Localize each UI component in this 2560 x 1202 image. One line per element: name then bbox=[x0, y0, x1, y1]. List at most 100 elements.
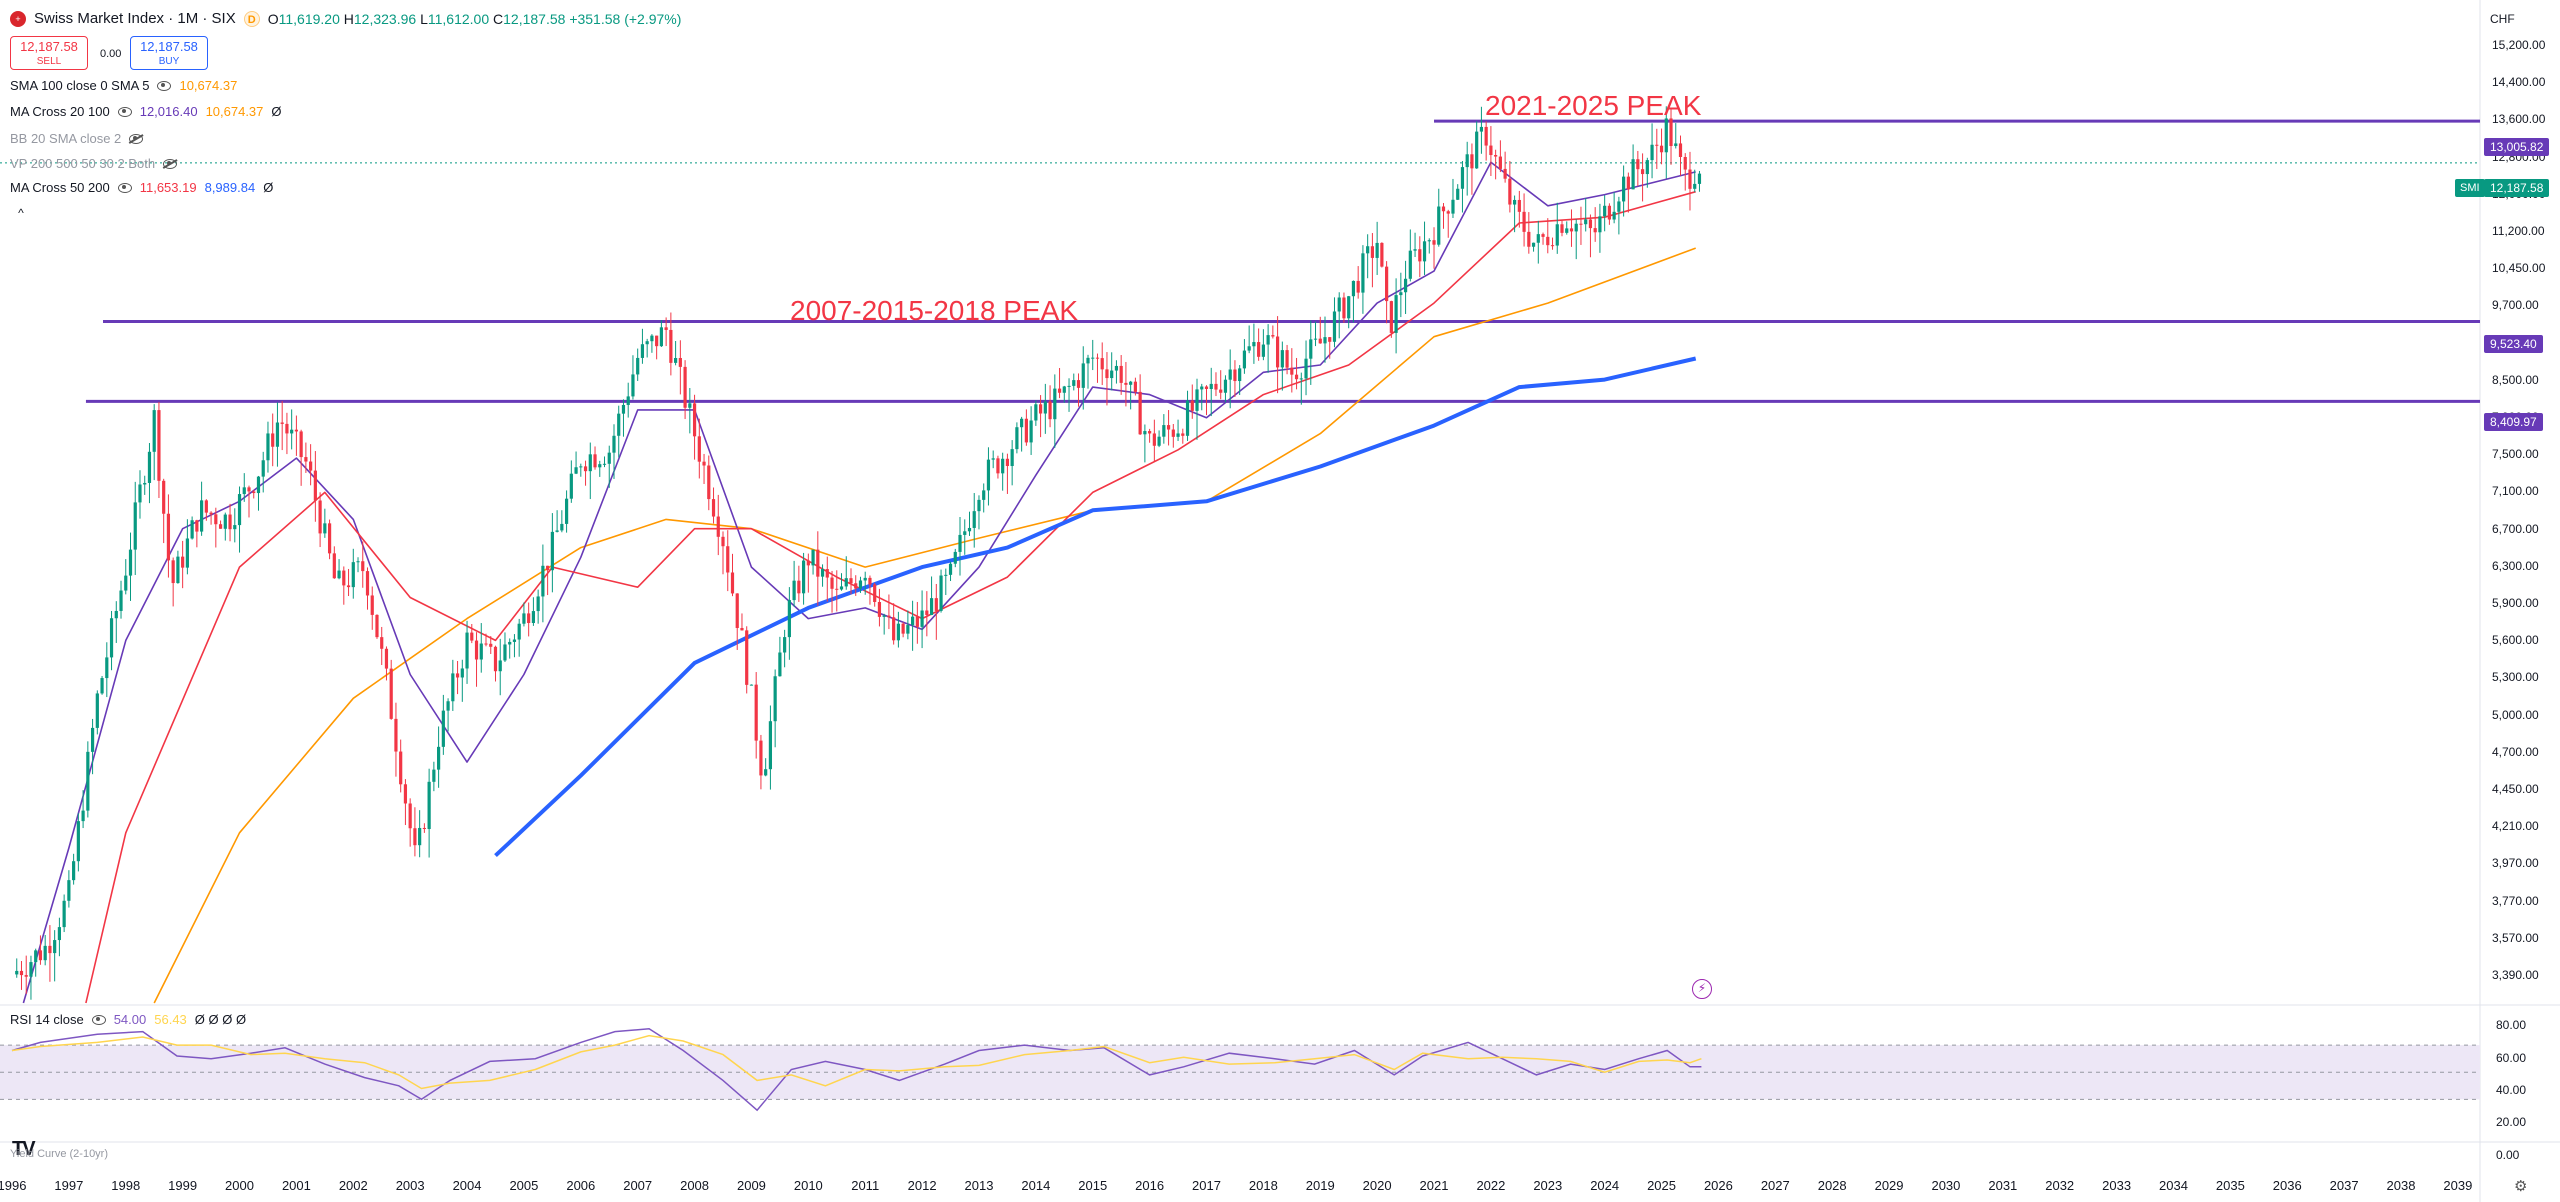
settings-icon[interactable] bbox=[117, 182, 132, 193]
candle-body bbox=[1242, 350, 1247, 369]
x-axis-label: 2039 bbox=[2443, 1178, 2472, 1193]
candle-body bbox=[1674, 143, 1678, 147]
collapse-legend-button[interactable]: ^ bbox=[18, 206, 24, 220]
rsi-name: RSI 14 close bbox=[10, 1012, 84, 1027]
candle-body bbox=[418, 827, 422, 846]
buy-button[interactable]: 12,187.58 BUY bbox=[130, 36, 208, 70]
candle-body bbox=[1555, 224, 1559, 246]
candle-body bbox=[711, 499, 716, 517]
indicator-legend-3[interactable]: VP 200 500 50 30 2 Both bbox=[10, 156, 178, 171]
settings-icon[interactable] bbox=[91, 1014, 106, 1025]
candle-body bbox=[57, 927, 62, 941]
candle-body bbox=[588, 454, 592, 472]
candle-body bbox=[384, 648, 389, 669]
x-axis-label: 2001 bbox=[282, 1178, 311, 1193]
candle-body bbox=[1574, 223, 1578, 232]
candle-body bbox=[1124, 382, 1128, 385]
gear-icon[interactable]: ⚙ bbox=[2514, 1178, 2528, 1195]
candle-body bbox=[1636, 159, 1640, 170]
last-price-badge: 12,187.58 bbox=[2484, 179, 2550, 197]
peak-2021-label[interactable]: 2021-2025 PEAK bbox=[1485, 90, 1702, 121]
candle-body bbox=[1413, 249, 1417, 251]
candle-body bbox=[1403, 278, 1408, 293]
candle-body bbox=[749, 684, 754, 686]
candle-body bbox=[626, 396, 630, 405]
candle-body bbox=[579, 466, 583, 468]
peak-2007-label[interactable]: 2007-2015-2018 PEAK bbox=[790, 295, 1078, 326]
candle-body bbox=[76, 821, 80, 862]
candle-body bbox=[1418, 249, 1422, 262]
candle-body bbox=[489, 643, 493, 647]
lightning-icon[interactable]: ⚡ bbox=[1692, 979, 1712, 999]
price-axis-label: 5,300.00 bbox=[2492, 670, 2539, 685]
symbol-title[interactable]: Swiss Market Index · 1M · SIX bbox=[34, 10, 236, 27]
x-axis-label: 2019 bbox=[1306, 1178, 1335, 1193]
candle-body bbox=[692, 403, 697, 437]
hidden-eye-icon[interactable] bbox=[163, 158, 178, 169]
candle-body bbox=[882, 615, 886, 617]
sell-button[interactable]: 12,187.58 SELL bbox=[10, 36, 88, 70]
candle-body bbox=[958, 534, 962, 552]
indicator-legend-1[interactable]: MA Cross 20 100 12,016.40 10,674.37 Ø bbox=[10, 104, 282, 119]
candle-body bbox=[233, 525, 237, 530]
candle-body bbox=[185, 538, 189, 568]
currency-label[interactable]: CHF bbox=[2490, 12, 2515, 26]
candle-body bbox=[1550, 245, 1555, 247]
candle-body bbox=[1456, 188, 1460, 200]
x-axis-label: 2014 bbox=[1021, 1178, 1050, 1193]
candle-body bbox=[1399, 292, 1403, 296]
candle-body bbox=[1541, 234, 1545, 237]
candle-body bbox=[517, 623, 521, 640]
candle-body bbox=[560, 523, 564, 531]
axes: 1996 1997 1998 1999 2000 2001 2002 2003 2004 2005… bbox=[0, 1178, 2472, 1193]
price-axis-label: 6,300.00 bbox=[2492, 558, 2539, 573]
x-axis-label: 2005 bbox=[509, 1178, 538, 1193]
candle-body bbox=[1631, 159, 1635, 190]
x-axis-label: 2004 bbox=[453, 1178, 482, 1193]
indicator-legend-0[interactable]: SMA 100 close 0 SMA 5 10,674.37 bbox=[10, 78, 237, 93]
settings-icon[interactable] bbox=[157, 80, 172, 91]
candle-body bbox=[1512, 199, 1517, 205]
candle-body bbox=[664, 327, 668, 330]
candle-body bbox=[1366, 246, 1370, 254]
candle-body bbox=[1005, 458, 1010, 467]
candle-body bbox=[53, 940, 57, 954]
rsi-extra: Ø Ø Ø Ø bbox=[194, 1012, 247, 1027]
x-axis-label: 2002 bbox=[339, 1178, 368, 1193]
d-badge[interactable]: D bbox=[243, 10, 260, 27]
candle-body bbox=[304, 457, 308, 462]
candle-body bbox=[1584, 219, 1588, 225]
candle-body bbox=[944, 574, 948, 576]
candle-body bbox=[67, 880, 71, 901]
candle-body bbox=[1067, 385, 1071, 387]
candle-body bbox=[659, 327, 663, 347]
settings-icon[interactable] bbox=[117, 106, 132, 117]
candle-body bbox=[1678, 143, 1683, 157]
candle-body bbox=[1105, 369, 1109, 379]
candle-body bbox=[256, 476, 261, 494]
rsi-legend[interactable]: RSI 14 close 54.00 56.43 Ø Ø Ø Ø bbox=[10, 1012, 246, 1027]
candle-body bbox=[996, 458, 1000, 474]
candle-body bbox=[702, 461, 706, 466]
price-axis-label: 11,200.00 bbox=[2492, 224, 2545, 238]
indicator-legend-2[interactable]: BB 20 SMA close 2 bbox=[10, 131, 144, 146]
candle-body bbox=[1114, 365, 1119, 371]
candle-body bbox=[422, 827, 426, 830]
candle-body bbox=[133, 502, 137, 550]
candle-body bbox=[1688, 169, 1692, 189]
candle-body bbox=[356, 561, 360, 563]
candle-body bbox=[678, 357, 682, 367]
candle-body bbox=[1038, 404, 1043, 414]
candle-body bbox=[1285, 350, 1289, 368]
x-axis-label: 2017 bbox=[1192, 1178, 1221, 1193]
hidden-eye-icon[interactable] bbox=[129, 133, 144, 144]
tradingview-logo[interactable]: TV bbox=[12, 1138, 36, 1160]
candle-body bbox=[119, 590, 123, 611]
candle-body bbox=[612, 435, 616, 453]
candle-body bbox=[1238, 368, 1242, 382]
indicator-legend-4[interactable]: MA Cross 50 200 11,653.19 8,989.84 Ø bbox=[10, 180, 273, 195]
candle-body bbox=[1389, 301, 1393, 333]
candle-body bbox=[854, 583, 858, 589]
indicator-name: VP 200 500 50 30 2 Both bbox=[10, 156, 156, 171]
